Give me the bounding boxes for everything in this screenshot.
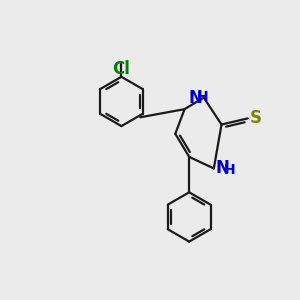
Text: H: H: [196, 90, 208, 104]
Text: H: H: [224, 163, 236, 177]
Text: Cl: Cl: [112, 60, 130, 78]
Text: S: S: [250, 110, 262, 128]
Text: N: N: [215, 159, 229, 177]
Text: N: N: [188, 88, 202, 106]
